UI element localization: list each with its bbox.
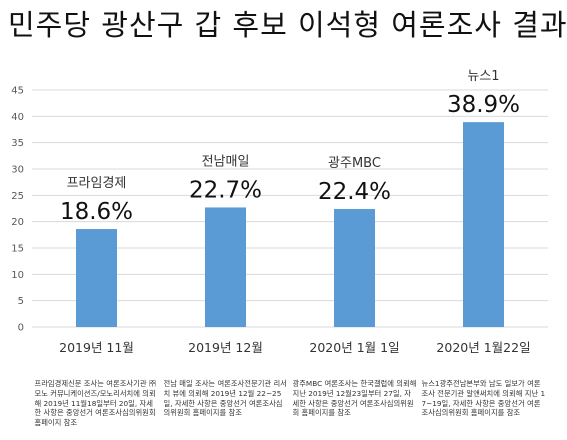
category-labels: 프라임경제 2019년 11월 전남매일 2019년 12월 광주MBC 2020년 1월… [59, 69, 530, 355]
y-tick-label: 5 [18, 296, 24, 307]
bar [76, 229, 117, 327]
gridlines [32, 89, 548, 328]
publisher-label: 전남매일 [202, 154, 250, 169]
bar [334, 209, 375, 327]
data-label: 38.9% [447, 92, 520, 118]
bar [463, 122, 504, 327]
y-tick-label: 35 [11, 138, 24, 149]
y-tick-label: 40 [11, 112, 24, 123]
page-title: 민주당 광산구 갑 후보 이석형 여론조사 결과 [8, 8, 567, 42]
source-note: 전남 매일 조사는 여론조사전문기관 리서치 뷰에 의뢰해 2019년 12월 … [163, 379, 287, 418]
data-label: 22.4% [318, 179, 391, 205]
publisher-label: 프라임경제 [67, 176, 127, 191]
category-label: 2019년 12월 [188, 340, 263, 355]
y-tick-label: 30 [11, 165, 24, 176]
data-label: 22.7% [189, 177, 262, 203]
bar [205, 207, 246, 327]
category-label: 2020년 1월 1일 [309, 340, 399, 355]
publisher-label: 광주MBC [328, 156, 381, 171]
category-label: 2020년 1월22일 [436, 340, 530, 355]
y-tick-label: 0 [18, 323, 24, 334]
y-tick-label: 20 [11, 217, 24, 228]
data-labels: 18.6% 22.7% 22.4% 38.9% [60, 92, 520, 225]
category-label: 2019년 11월 [59, 340, 134, 355]
y-tick-label: 15 [11, 244, 24, 255]
y-axis-ticks: 0 5 10 15 20 25 30 35 40 45 [11, 86, 24, 334]
y-tick-label: 45 [11, 86, 24, 97]
data-label: 18.6% [60, 199, 133, 225]
y-tick-label: 10 [11, 270, 24, 281]
bars [76, 122, 504, 327]
source-note: 뉴스1광주전남본부와 남도 일보가 여론조사 전문기관 알앤써치에 의뢰해 지난… [421, 379, 546, 418]
source-note: 광주MBC 여론조사는 한국갤럽에 의뢰해 지난 2019년 12월23일부터 … [292, 379, 417, 418]
source-note: 프라임경제신문 조사는 여론조사기관 ㈜모노 커뮤니케이션즈/모노리서치에 의뢰… [34, 379, 157, 428]
publisher-label: 뉴스1 [467, 69, 499, 84]
y-tick-label: 25 [11, 191, 24, 202]
